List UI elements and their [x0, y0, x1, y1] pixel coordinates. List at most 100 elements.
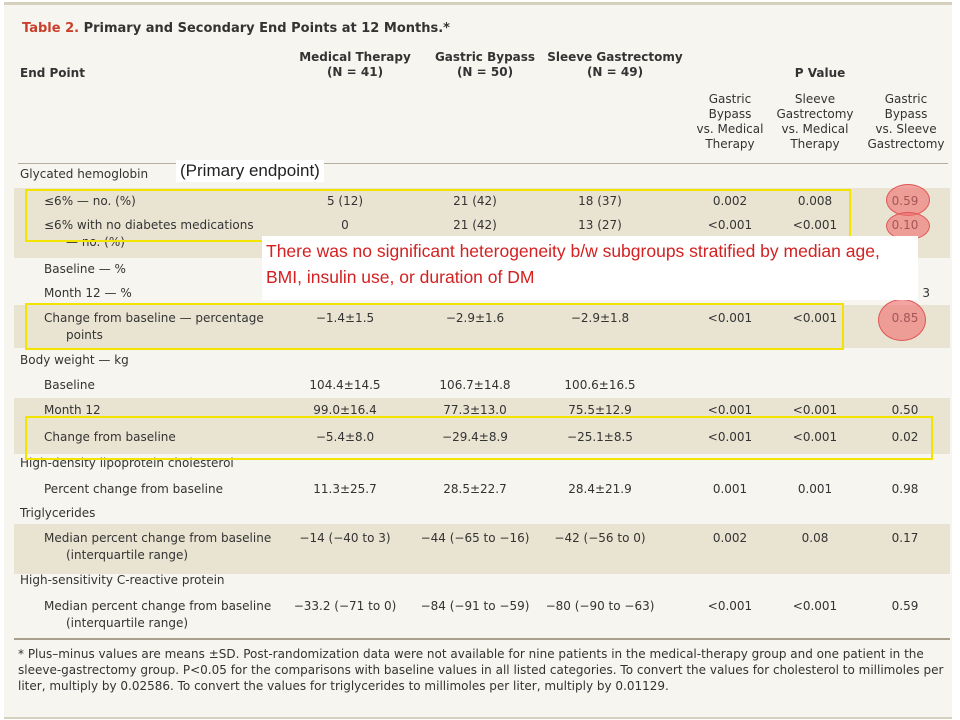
header-p-sg-vs-mt: Sleeve Gastrectomy vs. Medical Therapy [770, 92, 860, 152]
cell-p-sg-vs-mt: <0.001 [792, 403, 838, 417]
cell-medical-therapy: 104.4±14.5 [309, 378, 381, 392]
stripe-band [14, 305, 950, 348]
table-row: ≤6% with no diabetes medications — no. (… [0, 217, 960, 249]
table-row: Month 12 — % 3 [0, 285, 960, 307]
header-sleeve-gastrectomy-n: (N = 49) [586, 65, 644, 79]
table-title-text: Primary and Secondary End Points at 12 M… [83, 21, 450, 36]
cell-p-sg-vs-mt: 0.001 [797, 482, 833, 496]
cell-gastric-bypass: 28.5±22.7 [443, 482, 507, 496]
table-row: Median percent change from baseline (int… [0, 598, 960, 630]
table-row: High-sensitivity C-reactive protein [0, 572, 960, 594]
header-p2-line: Gastrectomy [776, 107, 854, 121]
cell-sleeve-gastrectomy: 100.6±16.5 [564, 378, 636, 392]
row-label: Glycated hemoglobin [20, 167, 149, 181]
stripe-band [14, 524, 950, 574]
row-label: Month 12 — % [44, 286, 132, 300]
highlight-oval [886, 184, 930, 216]
header-p-value: P Value [794, 66, 846, 80]
cell-sleeve-gastrectomy: 28.4±21.9 [568, 482, 632, 496]
cell-p-sg-vs-mt: <0.001 [792, 218, 838, 232]
cell-medical-therapy: −14 (−40 to 3) [299, 531, 391, 545]
cell-p-gb-vs-mt: <0.001 [707, 430, 753, 444]
row-label: Median percent change from baseline [44, 531, 272, 545]
cell-gastric-bypass: −44 (−65 to −16) [420, 531, 530, 545]
row-label: Change from baseline [44, 430, 176, 444]
cell-medical-therapy: 99.0±16.4 [313, 403, 377, 417]
header-p1-line: vs. Medical [696, 122, 764, 136]
table-row: Change from baseline −5.4±8.0 −29.4±8.9 … [0, 429, 960, 451]
table-footnote: * Plus–minus values are means ±SD. Post-… [18, 647, 944, 693]
header-medical-therapy-n: (N = 41) [326, 65, 384, 79]
row-label: Median percent change from baseline [44, 599, 272, 613]
table-row: Triglycerides [0, 505, 960, 527]
header-p3-line: vs. Sleeve [875, 122, 937, 136]
cell-medical-therapy: −5.4±8.0 [315, 430, 375, 444]
highlight-box-weight-change [25, 416, 933, 460]
table-bottom-divider [14, 638, 950, 640]
table-row: Body weight — kg [0, 352, 960, 374]
row-label: Change from baseline — percentage [44, 311, 264, 325]
row-label: ≤6% — no. (%) [44, 194, 136, 208]
cell-p-sg-vs-mt: <0.001 [792, 311, 838, 325]
cell-medical-therapy: 0 [341, 218, 349, 232]
table-number: Table 2. [22, 21, 80, 36]
cell-sleeve-gastrectomy: 75.5±12.9 [568, 403, 632, 417]
table-frame: Table 2. Primary and Secondary End Point… [4, 2, 952, 719]
row-label: Percent change from baseline [44, 482, 223, 496]
cell-p-gb-vs-sg: 0.50 [891, 403, 919, 417]
cell-medical-therapy: 5 (12) [326, 194, 364, 208]
cell-p-sg-vs-mt: 0.08 [801, 531, 829, 545]
highlight-oval [886, 212, 930, 240]
cell-gastric-bypass: 21 (42) [453, 218, 497, 232]
heterogeneity-callout: There was no significant heterogeneity b… [262, 236, 918, 300]
header-p1-line: Bypass [708, 107, 752, 121]
cell-p-sg-vs-mt: <0.001 [792, 599, 838, 613]
row-label-continued: (interquartile range) [66, 548, 189, 562]
row-label: High-sensitivity C-reactive protein [20, 573, 225, 587]
row-label-continued: — no. (%) [66, 235, 125, 249]
cell-sleeve-gastrectomy: −80 (−90 to −63) [545, 599, 655, 613]
cell-medical-therapy: 11.3±25.7 [313, 482, 377, 496]
cell-p-gb-vs-mt: 0.001 [712, 482, 748, 496]
row-label: Baseline — % [44, 262, 126, 276]
highlight-box-hba1c-target [25, 189, 851, 242]
header-p3-line: Bypass [884, 107, 928, 121]
header-p-gb-vs-sg: Gastric Bypass vs. Sleeve Gastrectomy [858, 92, 954, 152]
header-medical-therapy-label: Medical Therapy [299, 50, 411, 64]
header-end-point: End Point [20, 66, 85, 80]
cell-medical-therapy: −33.2 (−71 to 0) [293, 599, 397, 613]
header-gastric-bypass-n: (N = 50) [456, 65, 514, 79]
cell-gastric-bypass: 21 (42) [453, 194, 497, 208]
row-label: Baseline [44, 378, 95, 392]
cell-p-gb-vs-sg: 0.02 [891, 430, 919, 444]
cell-p-gb-vs-mt: 0.002 [712, 531, 748, 545]
row-label-continued: points [66, 328, 103, 342]
cell-p-gb-vs-mt: <0.001 [707, 403, 753, 417]
header-p3-line: Gastric [884, 92, 928, 106]
header-sleeve-gastrectomy-label: Sleeve Gastrectomy [547, 50, 683, 64]
header-sleeve-gastrectomy: Sleeve Gastrectomy (N = 49) [545, 50, 685, 80]
cell-p-gb-vs-sg: 0.98 [891, 482, 919, 496]
cell-gastric-bypass: −2.9±1.6 [445, 311, 505, 325]
header-divider [18, 163, 948, 164]
cell-p-gb-vs-sg: 3 [922, 286, 930, 300]
row-label: Triglycerides [20, 506, 96, 520]
cell-p-gb-vs-mt: <0.001 [707, 218, 753, 232]
table-row: Month 12 99.0±16.4 77.3±13.0 75.5±12.9 <… [0, 402, 960, 424]
header-p1-line: Therapy [705, 137, 755, 151]
header-p3-line: Gastrectomy [867, 137, 945, 151]
cell-p-gb-vs-mt: <0.001 [707, 599, 753, 613]
header-gastric-bypass: Gastric Bypass (N = 50) [420, 50, 550, 80]
primary-endpoint-note: (Primary endpoint) [176, 160, 324, 182]
cell-sleeve-gastrectomy: −2.9±1.8 [570, 311, 630, 325]
table-title: Table 2. Primary and Secondary End Point… [22, 21, 450, 36]
cell-p-sg-vs-mt: <0.001 [792, 430, 838, 444]
header-gastric-bypass-label: Gastric Bypass [434, 50, 536, 64]
cell-sleeve-gastrectomy: −25.1±8.5 [567, 430, 633, 444]
cell-gastric-bypass: −84 (−91 to −59) [420, 599, 530, 613]
cell-medical-therapy: −1.4±1.5 [315, 311, 375, 325]
cell-sleeve-gastrectomy: −42 (−56 to 0) [554, 531, 646, 545]
row-label: ≤6% with no diabetes medications [44, 218, 254, 232]
highlight-oval [878, 299, 926, 341]
cell-p-sg-vs-mt: 0.008 [797, 194, 833, 208]
